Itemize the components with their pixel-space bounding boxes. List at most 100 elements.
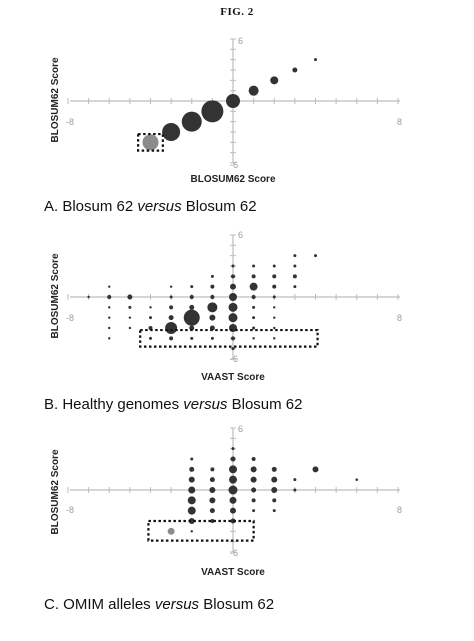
data-point	[273, 326, 276, 330]
data-point	[229, 465, 237, 474]
data-point	[108, 316, 111, 319]
data-point	[271, 487, 278, 493]
data-point	[252, 509, 256, 513]
data-point	[273, 337, 276, 340]
data-point	[189, 466, 195, 472]
data-point	[169, 295, 173, 299]
data-point	[312, 466, 319, 473]
data-point	[226, 94, 240, 108]
data-point	[293, 264, 297, 268]
data-point	[248, 85, 259, 96]
data-point	[149, 316, 152, 320]
data-point	[271, 466, 277, 472]
data-point	[230, 456, 236, 462]
data-point	[201, 100, 224, 123]
data-point	[251, 487, 257, 493]
data-point	[272, 509, 276, 513]
data-point	[272, 264, 276, 268]
data-point	[293, 285, 297, 289]
data-point	[108, 285, 111, 288]
data-point	[228, 302, 238, 312]
data-point	[252, 316, 256, 320]
data-point	[293, 478, 297, 482]
data-point	[209, 477, 215, 483]
y-tick-max: 6	[238, 424, 243, 434]
data-point	[252, 305, 256, 309]
data-point	[108, 326, 111, 330]
data-point	[210, 295, 215, 299]
y-axis-label: BLOSUM62 Score	[50, 449, 61, 534]
data-point	[273, 316, 276, 319]
data-point	[231, 264, 235, 268]
data-point	[231, 274, 235, 279]
data-point	[230, 518, 236, 524]
caption-a: A. Blosum 62 versus Blosum 62	[44, 198, 257, 215]
data-point	[272, 295, 276, 299]
data-point	[252, 326, 256, 330]
data-point	[165, 322, 178, 334]
data-point	[108, 337, 111, 340]
data-point	[250, 466, 257, 473]
data-point	[187, 496, 196, 505]
caption-c: C. OMIM alleles versus Blosum 62	[44, 596, 275, 613]
data-point	[188, 518, 195, 524]
y-tick-min: -6	[230, 160, 238, 170]
x-tick-min: -8	[66, 313, 74, 323]
highlight-box	[147, 519, 255, 542]
data-point	[127, 294, 133, 300]
data-point	[128, 305, 132, 309]
figure-title: FIG. 2	[220, 6, 254, 18]
data-point	[108, 306, 111, 309]
x-axis-label: VAAST Score	[201, 567, 265, 578]
x-tick-min: -8	[66, 505, 74, 515]
data-point	[210, 274, 214, 278]
highlighted-data-point	[142, 134, 159, 151]
data-point	[209, 487, 216, 493]
y-tick-max: 6	[238, 36, 243, 46]
data-point	[270, 76, 279, 85]
data-point	[272, 498, 277, 503]
data-point	[314, 58, 317, 62]
highlight-box	[137, 132, 164, 152]
data-point	[183, 309, 200, 326]
data-point	[251, 295, 256, 299]
data-point	[251, 498, 256, 503]
x-axis-label: BLOSUM62 Score	[190, 174, 275, 185]
data-point	[149, 306, 152, 309]
data-point	[210, 467, 215, 472]
data-point	[169, 336, 174, 341]
chart-c: -8 8 6 -6 BLOSUM62 Score VAAST Score	[50, 424, 402, 578]
data-point	[190, 285, 194, 289]
data-point	[250, 476, 257, 483]
x-tick-max: 8	[397, 117, 402, 127]
data-point	[188, 476, 195, 483]
chart-a: -8 8 6 -6 BLOSUM62 Score BLOSUM62 Score	[50, 36, 402, 185]
chart-b: -8 8 6 -6 BLOSUM62 Score VAAST Score	[50, 230, 402, 383]
data-point	[162, 123, 181, 141]
y-tick-min: -6	[230, 354, 238, 364]
data-point	[230, 283, 236, 290]
x-tick-max: 8	[397, 313, 402, 323]
data-point	[187, 506, 196, 515]
data-point	[355, 478, 359, 481]
y-tick-max: 6	[238, 230, 243, 240]
data-point	[128, 326, 132, 330]
data-point	[210, 336, 214, 340]
x-axis-label: VAAST Score	[201, 372, 265, 383]
x-tick-min: -8	[66, 117, 74, 127]
data-point	[169, 285, 173, 288]
data-point	[230, 507, 236, 514]
data-point	[190, 336, 194, 340]
data-point	[181, 111, 202, 132]
data-point	[229, 496, 237, 504]
data-point	[272, 284, 277, 289]
data-point	[210, 284, 215, 289]
data-point	[209, 508, 215, 514]
data-point	[292, 274, 297, 279]
data-point	[314, 254, 317, 258]
data-point	[168, 315, 174, 321]
data-point	[273, 306, 276, 309]
data-point	[209, 497, 216, 504]
data-point	[231, 336, 235, 341]
data-point	[128, 316, 132, 319]
